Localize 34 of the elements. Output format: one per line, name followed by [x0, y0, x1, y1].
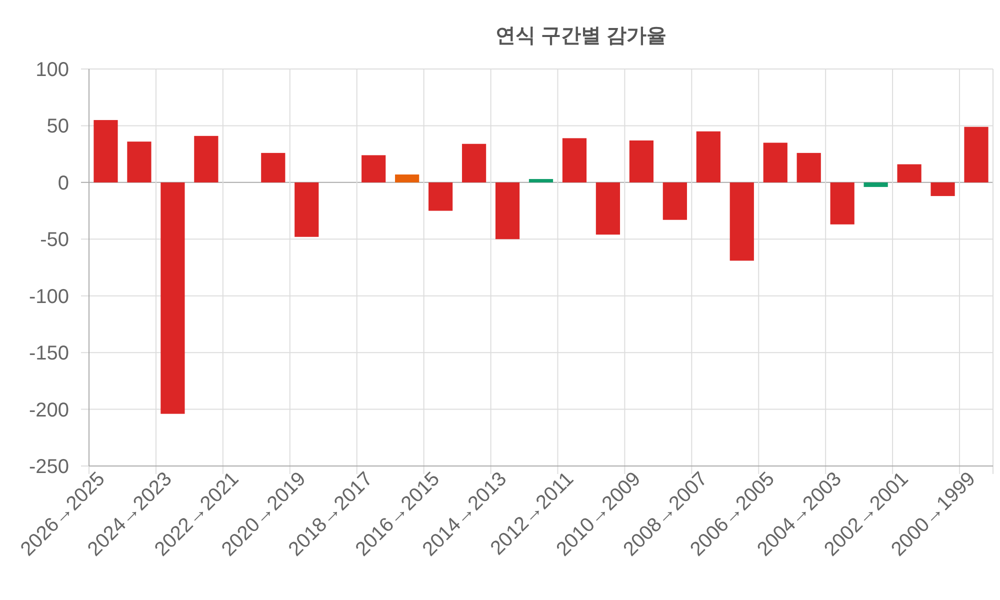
bar	[562, 138, 587, 182]
bar	[930, 182, 955, 196]
bar	[362, 155, 386, 182]
bar	[629, 140, 654, 182]
y-tick-label: -100	[28, 286, 69, 308]
bar	[830, 182, 854, 224]
y-tick-label: 50	[46, 116, 69, 138]
y-tick-label: -200	[28, 399, 69, 422]
bar	[696, 131, 720, 182]
bar	[261, 152, 286, 182]
y-tick-label: -150	[28, 342, 69, 365]
bar	[596, 182, 620, 235]
y-tick-label: 100	[36, 59, 69, 81]
bar	[662, 182, 687, 220]
bar	[528, 179, 554, 182]
bar	[294, 182, 319, 237]
bar	[897, 164, 922, 182]
bar	[395, 174, 420, 182]
bar	[160, 182, 185, 414]
bar	[864, 182, 888, 187]
y-tick-label: 0	[58, 172, 69, 194]
bar	[730, 182, 754, 261]
bar	[462, 144, 486, 182]
bar	[94, 120, 118, 182]
bar	[194, 136, 218, 182]
bar	[495, 182, 520, 240]
chart-title: 연식 구간별 감가율	[495, 25, 667, 47]
bar	[127, 142, 152, 182]
bar	[428, 182, 453, 211]
bar	[763, 142, 788, 182]
y-tick-label: -250	[28, 456, 69, 478]
bar	[964, 126, 988, 182]
bar	[796, 152, 821, 182]
y-tick-label: -50	[40, 229, 69, 252]
